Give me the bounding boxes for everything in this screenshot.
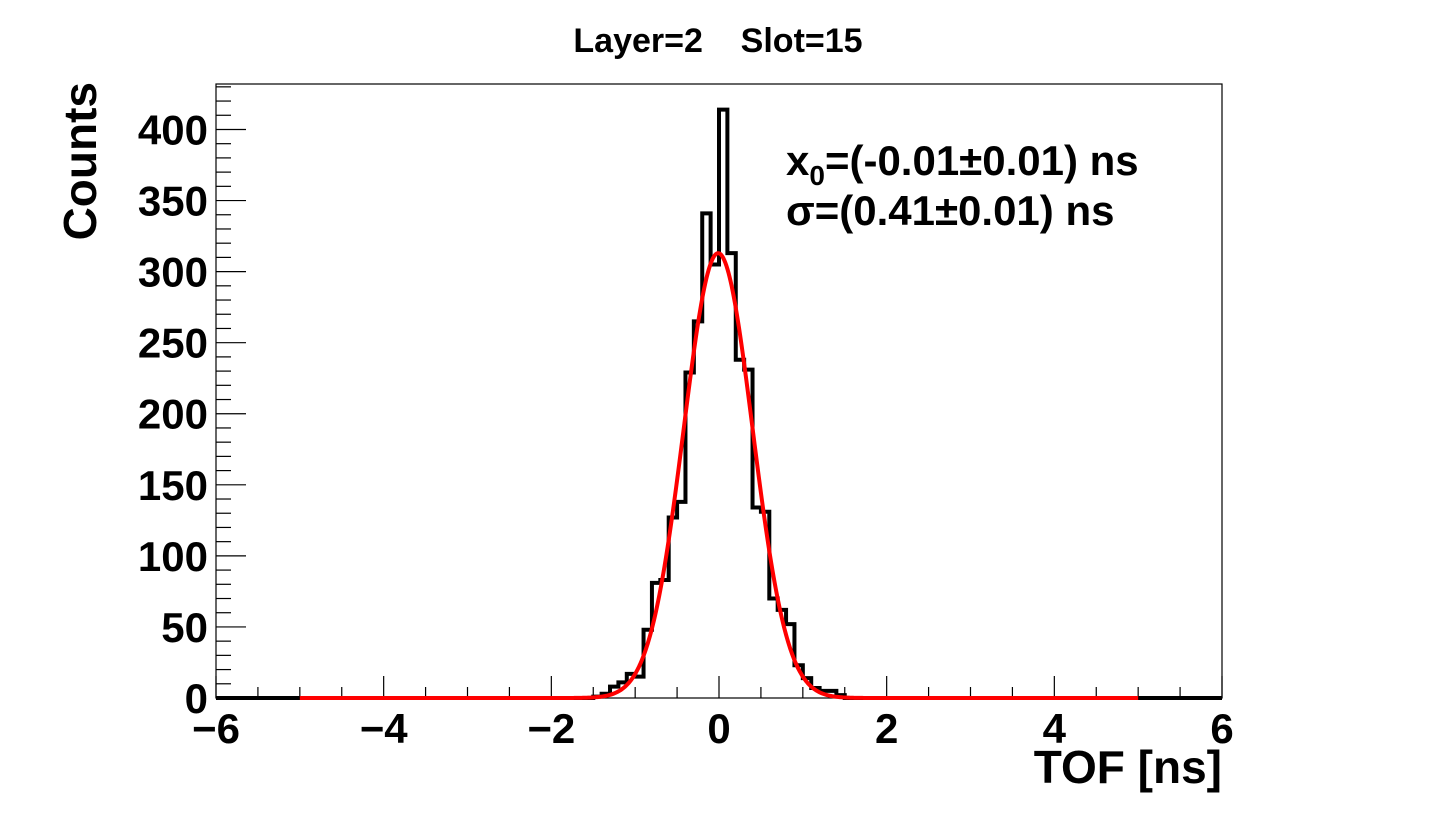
y-tick-label: 150 bbox=[138, 462, 208, 509]
mean-value: =(-0.01±0.01) ns bbox=[825, 137, 1139, 184]
histogram-bin bbox=[736, 360, 744, 698]
histogram-bin bbox=[660, 580, 668, 698]
x-tick-label: 2 bbox=[875, 705, 898, 752]
histogram-bin bbox=[677, 502, 685, 698]
x-tick-label: −2 bbox=[527, 705, 575, 752]
y-tick-label: 250 bbox=[138, 320, 208, 367]
histogram-bin bbox=[769, 599, 777, 698]
chart-title: Layer=2 Slot=15 bbox=[573, 22, 862, 60]
y-axis-label: Counts bbox=[54, 82, 106, 240]
y-tick-label: 200 bbox=[138, 391, 208, 438]
y-axis-tick-labels: 0 50 100 150 200 250 300 350 400 bbox=[138, 106, 208, 722]
y-tick-label: 400 bbox=[138, 106, 208, 153]
mean-subscript: 0 bbox=[809, 160, 825, 191]
x-tick-label: 6 bbox=[1210, 705, 1233, 752]
y-tick-label: 50 bbox=[161, 604, 208, 651]
x-axis-tick-labels: −6 −4 −2 0 2 4 6 bbox=[192, 705, 1234, 752]
histogram-bin bbox=[635, 677, 643, 698]
y-tick-label: 0 bbox=[185, 675, 208, 722]
y-tick-label: 100 bbox=[138, 533, 208, 580]
gaussian-fit-curve bbox=[299, 251, 1139, 700]
y-tick-label: 350 bbox=[138, 178, 208, 225]
histogram-bin bbox=[711, 265, 719, 698]
mean-prefix: x bbox=[786, 137, 810, 184]
sigma-annotation: σ=(0.41±0.01) ns bbox=[786, 187, 1114, 234]
x-tick-label: 0 bbox=[707, 705, 730, 752]
mean-annotation: x0=(-0.01±0.01) ns bbox=[786, 137, 1139, 191]
x-tick-label: −4 bbox=[360, 705, 409, 752]
histogram-bin bbox=[694, 321, 702, 698]
x-axis-label: TOF [ns] bbox=[1034, 741, 1222, 793]
x-axis-ticks bbox=[215, 676, 1223, 698]
y-axis-ticks bbox=[216, 86, 246, 699]
x-tick-label: 4 bbox=[1043, 705, 1067, 752]
y-tick-label: 300 bbox=[138, 249, 208, 296]
histogram-bin bbox=[753, 508, 761, 698]
x-tick-label: −6 bbox=[192, 705, 240, 752]
